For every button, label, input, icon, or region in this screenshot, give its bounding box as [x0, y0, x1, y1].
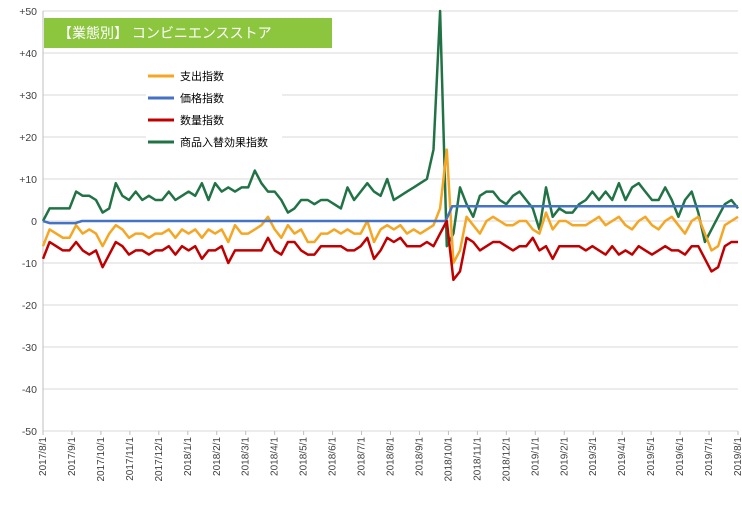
x-tick-label: 2017/9/1: [67, 437, 78, 476]
legend-bg: [146, 111, 282, 127]
y-tick-label: -10: [22, 258, 37, 270]
y-tick-label: -20: [22, 300, 37, 312]
series-line-1: [42, 205, 738, 225]
y-tick-label: +20: [19, 132, 37, 144]
x-tick-label: 2019/5/1: [646, 437, 657, 476]
x-tick-label: 2019/4/1: [617, 437, 628, 476]
y-tick-label: -30: [22, 342, 37, 354]
x-tick-label: 2019/2/1: [559, 437, 570, 476]
x-tick-label: 2019/7/1: [704, 437, 715, 476]
series-lines: [41, 9, 739, 282]
y-tick-label: +50: [19, 6, 37, 18]
y-axis: +50 +40 +30 +20 +10 0 -10 -20 -30 -40 -50: [19, 6, 37, 438]
x-tick-label: 2018/5/1: [299, 437, 310, 476]
x-tick-label: 2017/10/1: [96, 437, 107, 482]
series-line-0: [41, 148, 739, 265]
x-tick-label: 2018/3/1: [241, 437, 252, 476]
x-tick-label: 2018/2/1: [212, 437, 223, 476]
x-tick-label: 2018/1/1: [183, 437, 194, 476]
legend-label: 支出指数: [180, 69, 224, 83]
chart-title-background: [44, 18, 332, 48]
chart-title: 【業態別】 コンビニエンスストア: [44, 18, 332, 48]
x-tick-label: 2018/4/1: [270, 437, 281, 476]
x-tick-label: 2019/3/1: [588, 437, 599, 476]
legend-label: 数量指数: [180, 113, 224, 127]
x-tick-label: 2018/6/1: [328, 437, 339, 476]
x-axis: 2017/8/1 2017/9/1 2017/10/1 2017/11/1 2017/1…: [38, 431, 742, 482]
y-tick-label: 0: [31, 216, 37, 228]
x-tick-label: 2017/12/1: [154, 437, 165, 482]
legend-label: 商品入替効果指数: [180, 135, 268, 149]
y-tick-label: +10: [19, 174, 37, 186]
x-tick-label: 2017/8/1: [38, 437, 49, 476]
x-tick-label: 2018/9/1: [414, 437, 425, 476]
legend-bg: [146, 89, 282, 105]
legend-label: 価格指数: [180, 91, 224, 105]
x-tick-label: 2018/10/1: [443, 437, 454, 482]
legend-bg: [146, 67, 282, 83]
chart-title-text: 【業態別】 コンビニエンスストア: [58, 25, 272, 41]
y-tick-label: -40: [22, 384, 37, 396]
y-tick-label: +40: [19, 48, 37, 60]
legend-bg: [146, 133, 282, 149]
x-tick-label: 2019/8/1: [733, 437, 742, 476]
x-tick-label: 2019/6/1: [675, 437, 686, 476]
x-tick-label: 2018/11/1: [472, 437, 483, 481]
x-tick-label: 2018/12/1: [501, 437, 512, 482]
series-line-2: [41, 219, 738, 282]
y-tick-label: +30: [19, 90, 37, 102]
x-tick-label: 2018/7/1: [357, 437, 368, 476]
series-line-3: [41, 9, 739, 248]
x-tick-label: 2018/8/1: [386, 437, 397, 476]
y-tick-label: -50: [22, 426, 37, 438]
x-tick-label: 2017/11/1: [125, 437, 136, 481]
x-tick-label: 2019/1/1: [530, 437, 541, 476]
